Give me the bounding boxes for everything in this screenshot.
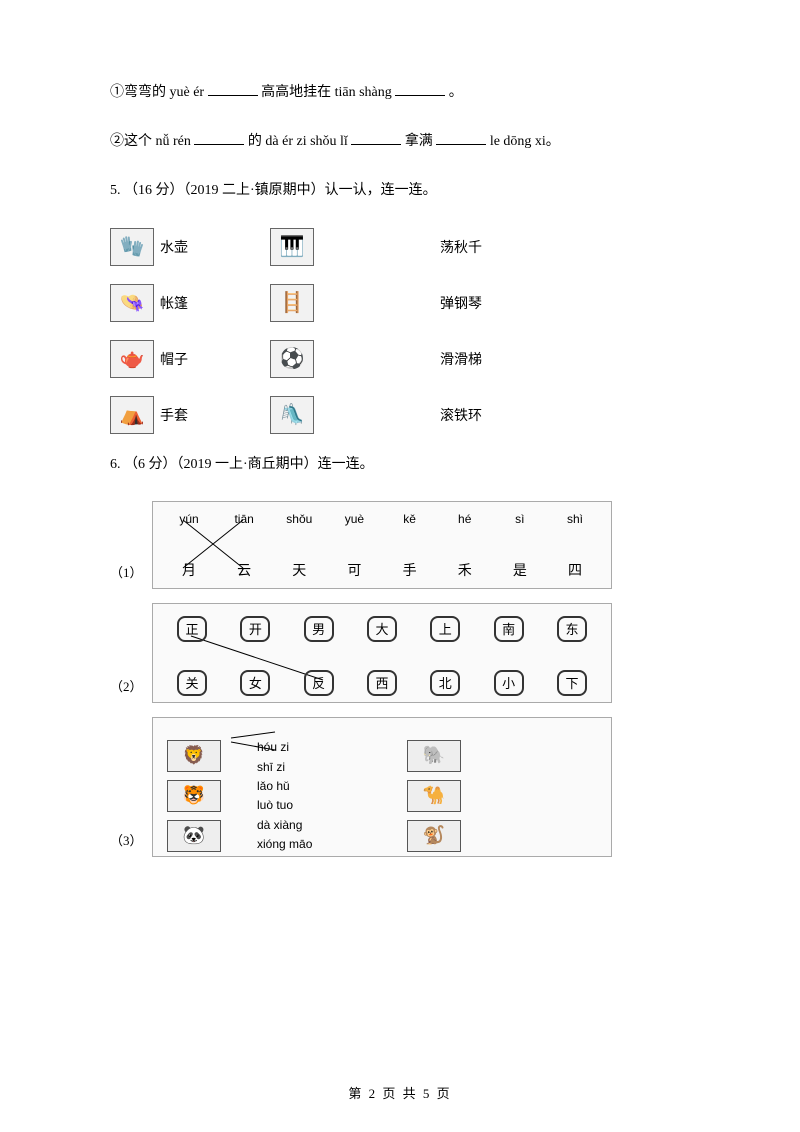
char-box: 下: [557, 670, 587, 696]
q5-heading: 5. （16 分）（2019 二上·镇原期中）认一认，连一连。: [110, 178, 690, 203]
char-box: 南: [494, 616, 524, 642]
pinyin: shī zi: [257, 760, 347, 774]
char-box: 上: [430, 616, 460, 642]
q6-part2-wrap: （2） 正 开 男 大 上 南 东 关 女 反 西 北 小 下: [110, 603, 690, 703]
char-box: 女: [240, 670, 270, 696]
q6-panel-2: 正 开 男 大 上 南 东 关 女 反 西 北 小 下: [152, 603, 612, 703]
char-box: 反: [304, 670, 334, 696]
text: 拿满: [405, 134, 433, 149]
pinyin: shǒu: [277, 512, 321, 526]
pinyin: hóu zi: [257, 740, 347, 754]
box-row-bottom: 关 女 反 西 北 小 下: [177, 670, 587, 696]
fill-line-2: ②这个 nǚ rén 的 dà ér zi shǒu lǐ 拿满 le dōng…: [110, 129, 690, 154]
pinyin: lǎo hǔ: [257, 779, 347, 793]
char-box: 小: [494, 670, 524, 696]
label: 弹钢琴: [440, 297, 482, 312]
text: le dōng xi。: [490, 134, 560, 149]
fill-line-1: ①弯弯的 yuè ér 高高地挂在 tiān shàng 。: [110, 80, 690, 105]
q6-panel-1: yún tiān shǒu yuè kě hé sì shì 月 云 天 可 手…: [152, 501, 612, 589]
q5-row: 🫖 帽子 ⚽ 滑滑梯: [110, 340, 690, 378]
sub-label-1: （1）: [110, 562, 152, 581]
elephant-icon: 🐘: [407, 740, 461, 772]
hanzi: 可: [332, 560, 376, 580]
blank[interactable]: [395, 82, 445, 96]
hat-icon: 👒: [110, 284, 154, 322]
camel-icon: 🐪: [407, 780, 461, 812]
pinyin: luò tuo: [257, 798, 347, 812]
label: 滑滑梯: [440, 353, 482, 368]
blank[interactable]: [351, 131, 401, 145]
box-row-top: 正 开 男 大 上 南 东: [177, 616, 587, 642]
animals-grid: 🦁 🐯 🐼 hóu zi shī zi lǎo hǔ luò tuo dà xi…: [167, 740, 597, 852]
hanzi-row: 月 云 天 可 手 禾 是 四: [167, 560, 597, 580]
label: 滚铁环: [440, 409, 482, 424]
blank[interactable]: [194, 131, 244, 145]
pinyin: sì: [498, 512, 542, 526]
text: ①弯弯的 yuè ér: [110, 85, 204, 100]
piano-icon: 🎹: [270, 228, 314, 266]
pinyin: tiān: [222, 512, 266, 526]
swing-icon: 🪜: [270, 284, 314, 322]
blank[interactable]: [436, 131, 486, 145]
q6-panel-3: 🦁 🐯 🐼 hóu zi shī zi lǎo hǔ luò tuo dà xi…: [152, 717, 612, 857]
text: 高高地挂在 tiān shàng: [261, 85, 392, 100]
char-box: 开: [240, 616, 270, 642]
hanzi: 四: [553, 560, 597, 580]
label: 帽子: [160, 349, 188, 369]
tent-icon: ⛺: [110, 396, 154, 434]
pinyin: shì: [553, 512, 597, 526]
tiger-icon: 🐯: [167, 780, 221, 812]
pinyin: kě: [388, 512, 432, 526]
q5-row: ⛺ 手套 🛝 滚铁环: [110, 396, 690, 434]
pinyin: yuè: [332, 512, 376, 526]
q6-part3-wrap: （3） 🦁 🐯 🐼 hóu zi shī zi lǎo hǔ luò tuo d…: [110, 717, 690, 857]
hanzi: 云: [222, 560, 266, 580]
hanzi: 是: [498, 560, 542, 580]
text: 。: [449, 85, 463, 100]
sub-label-3: （3）: [110, 830, 152, 849]
char-box: 东: [557, 616, 587, 642]
pinyin-row: yún tiān shǒu yuè kě hé sì shì: [167, 512, 597, 526]
monkey-icon: 🐒: [407, 820, 461, 852]
gloves-icon: 🧤: [110, 228, 154, 266]
text: 的 dà ér zi shǒu lǐ: [248, 134, 348, 149]
char-box: 正: [177, 616, 207, 642]
hanzi: 手: [388, 560, 432, 580]
q6-part1-wrap: （1） yún tiān shǒu yuè kě hé sì shì 月 云 天…: [110, 501, 690, 589]
char-box: 大: [367, 616, 397, 642]
slide-icon: 🛝: [270, 396, 314, 434]
hanzi: 月: [167, 560, 211, 580]
panda-icon: 🐼: [167, 820, 221, 852]
label: 手套: [160, 405, 188, 425]
label: 帐篷: [160, 293, 188, 313]
char-box: 男: [304, 616, 334, 642]
page-footer: 第 2 页 共 5 页: [0, 1083, 800, 1102]
q5-row: 🧤 水壶 🎹 荡秋千: [110, 228, 690, 266]
ball-icon: ⚽: [270, 340, 314, 378]
sub-label-2: （2）: [110, 676, 152, 695]
lion-icon: 🦁: [167, 740, 221, 772]
pinyin: yún: [167, 512, 211, 526]
teapot-icon: 🫖: [110, 340, 154, 378]
char-box: 关: [177, 670, 207, 696]
q5-row: 👒 帐篷 🪜 弹钢琴: [110, 284, 690, 322]
q5-grid: 🧤 水壶 🎹 荡秋千 👒 帐篷 🪜 弹钢琴 🫖 帽子 ⚽ 滑滑梯 ⛺ 手套 🛝 滚铁环: [110, 228, 690, 434]
hanzi: 天: [277, 560, 321, 580]
pinyin: xióng māo: [257, 837, 347, 851]
q6-heading: 6. （6 分）（2019 一上·商丘期中）连一连。: [110, 452, 690, 477]
char-box: 西: [367, 670, 397, 696]
char-box: 北: [430, 670, 460, 696]
text: ②这个 nǚ rén: [110, 134, 191, 149]
pinyin: dà xiàng: [257, 818, 347, 832]
label: 水壶: [160, 237, 188, 257]
blank[interactable]: [208, 82, 258, 96]
label: 荡秋千: [440, 241, 482, 256]
pinyin: hé: [443, 512, 487, 526]
hanzi: 禾: [443, 560, 487, 580]
